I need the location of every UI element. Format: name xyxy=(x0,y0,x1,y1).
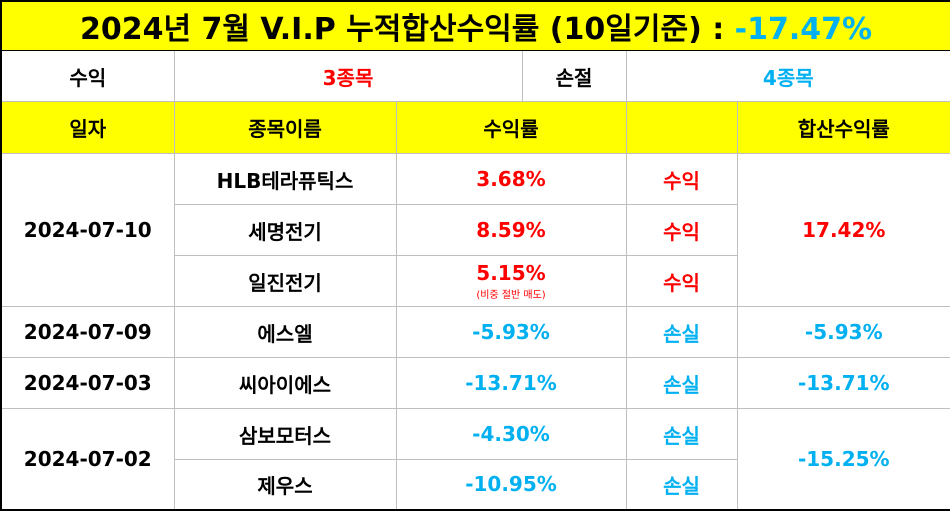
stock-rate-cell: 5.15% (비중 절반 매도) xyxy=(395,255,627,307)
header-status xyxy=(625,101,738,154)
page-title: 2024년 7월 V.I.P 누적합산수익률 (10일기준) : -17.47% xyxy=(0,0,950,51)
header-rate: 수익률 xyxy=(395,101,627,154)
group-total: -15.25% xyxy=(736,408,950,510)
stock-name: 세명전기 xyxy=(173,204,397,256)
date-cell: 2024-07-03 xyxy=(0,357,175,409)
title-total-return: -17.47% xyxy=(734,12,873,47)
header-name: 종목이름 xyxy=(173,101,397,154)
stock-status: 손실 xyxy=(625,408,738,460)
date-cell: 2024-07-02 xyxy=(0,408,175,510)
stock-rate: -13.71% xyxy=(395,357,627,409)
stock-name: 일진전기 xyxy=(173,255,397,307)
stock-name: 씨아이에스 xyxy=(173,357,397,409)
header-total: 합산수익률 xyxy=(736,101,950,154)
stock-rate: 3.68% xyxy=(395,153,627,205)
stock-name: HLB테라퓨틱스 xyxy=(173,153,397,205)
stock-status: 손실 xyxy=(625,459,738,510)
stock-note: (비중 절반 매도) xyxy=(476,290,546,301)
profit-count: 3종목 xyxy=(173,50,523,102)
group-total: -5.93% xyxy=(736,306,950,358)
stock-status: 수익 xyxy=(625,153,738,205)
group-total: 17.42% xyxy=(736,153,950,307)
date-cell: 2024-07-09 xyxy=(0,306,175,358)
stock-status: 손실 xyxy=(625,306,738,358)
loss-count: 4종목 xyxy=(625,50,950,102)
profit-label: 수익 xyxy=(0,50,175,102)
header-date: 일자 xyxy=(0,101,175,154)
stock-status: 손실 xyxy=(625,357,738,409)
date-cell: 2024-07-10 xyxy=(0,153,175,307)
stock-rate: -5.93% xyxy=(395,306,627,358)
group-total: -13.71% xyxy=(736,357,950,409)
stock-rate: -4.30% xyxy=(395,408,627,460)
title-text: 2024년 7월 V.I.P 누적합산수익률 (10일기준) : xyxy=(79,12,735,47)
stock-rate: 8.59% xyxy=(395,204,627,256)
loss-label: 손절 xyxy=(521,50,627,102)
stock-name: 에스엘 xyxy=(173,306,397,358)
stock-rate: 5.15% xyxy=(476,261,546,285)
stock-name: 제우스 xyxy=(173,459,397,510)
stock-name: 삼보모터스 xyxy=(173,408,397,460)
stock-status: 수익 xyxy=(625,204,738,256)
stock-rate: -10.95% xyxy=(395,459,627,510)
stock-status: 수익 xyxy=(625,255,738,307)
